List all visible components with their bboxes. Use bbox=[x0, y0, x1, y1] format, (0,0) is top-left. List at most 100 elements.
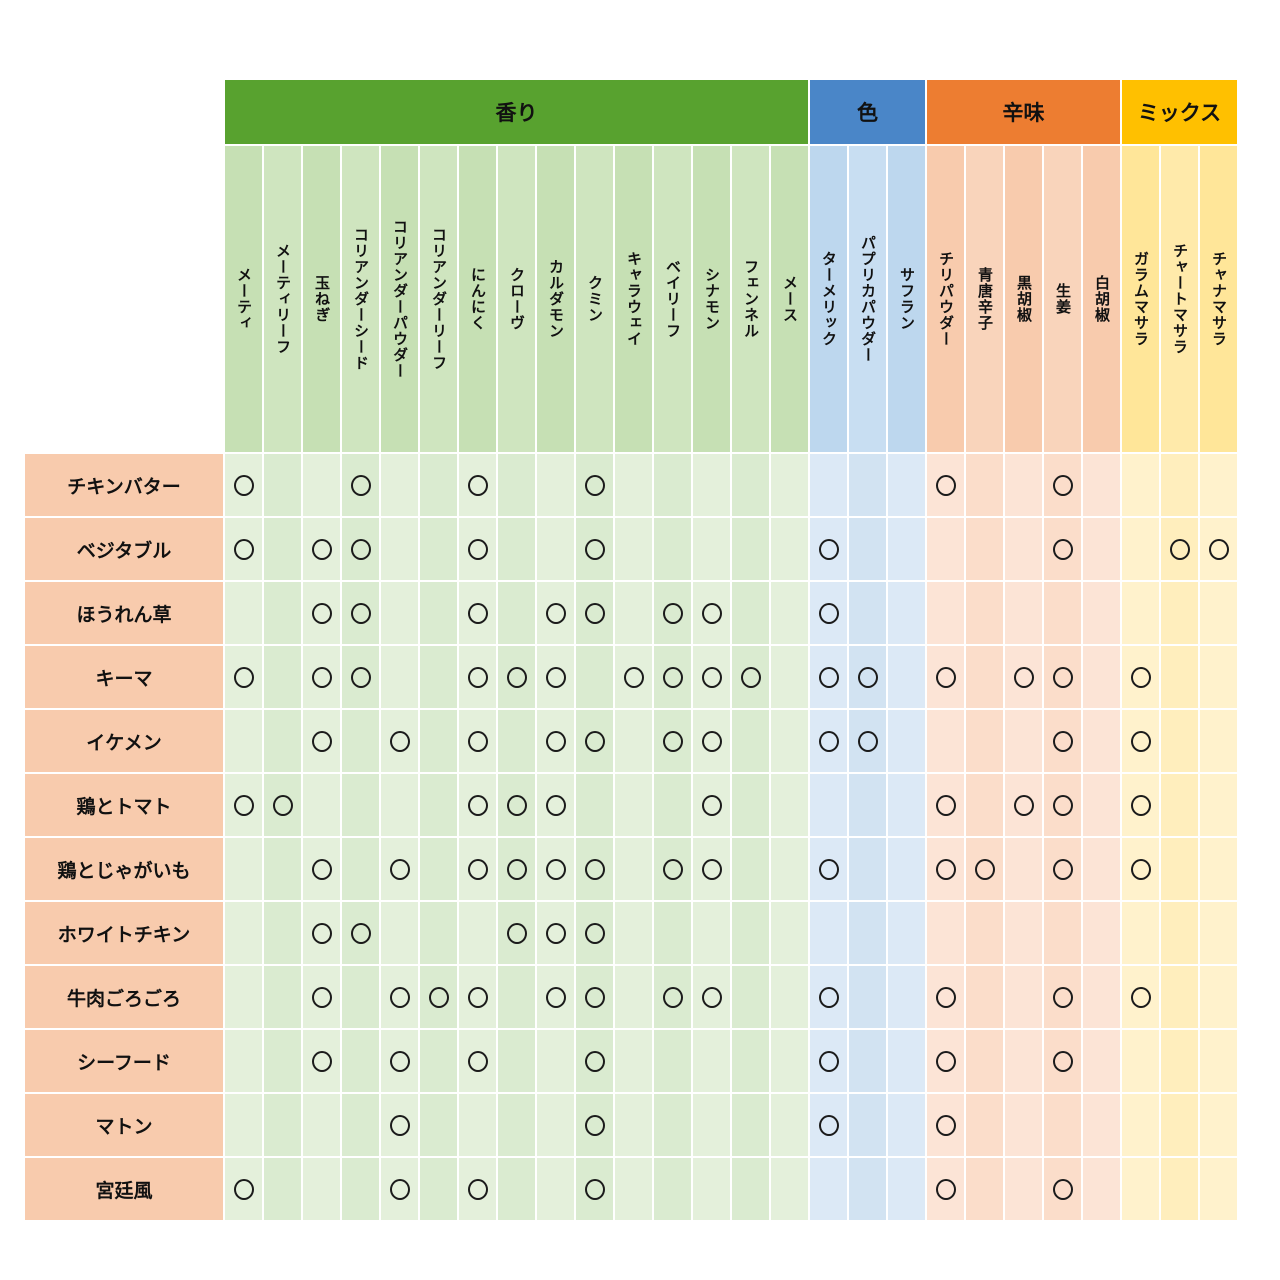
matrix-cell bbox=[1044, 1158, 1081, 1220]
matrix-cell bbox=[537, 454, 574, 516]
matrix-cell bbox=[1200, 1094, 1237, 1156]
matrix-cell bbox=[303, 1030, 340, 1092]
column-label: メース bbox=[771, 146, 808, 452]
matrix-cell bbox=[1122, 966, 1159, 1028]
matrix-cell bbox=[420, 646, 457, 708]
matrix-cell bbox=[225, 518, 262, 580]
matrix-cell bbox=[498, 710, 535, 772]
matrix-cell bbox=[771, 582, 808, 644]
matrix-cell bbox=[303, 582, 340, 644]
matrix-cell bbox=[849, 454, 886, 516]
matrix-cell bbox=[654, 902, 691, 964]
mark-circle bbox=[1130, 986, 1151, 1008]
matrix-cell bbox=[381, 774, 418, 836]
matrix-cell bbox=[1161, 1158, 1198, 1220]
matrix-cell bbox=[1005, 838, 1042, 900]
matrix-cell bbox=[771, 710, 808, 772]
matrix-cell bbox=[1200, 518, 1237, 580]
mark-circle bbox=[935, 858, 956, 880]
matrix-cell bbox=[771, 966, 808, 1028]
mark-circle bbox=[1169, 538, 1190, 560]
matrix-cell bbox=[810, 710, 847, 772]
matrix-cell bbox=[537, 646, 574, 708]
matrix-cell bbox=[927, 966, 964, 1028]
mark-circle bbox=[1130, 666, 1151, 688]
matrix-cell bbox=[420, 1158, 457, 1220]
matrix-cell bbox=[1200, 710, 1237, 772]
row-label: チキンバター bbox=[25, 454, 223, 516]
matrix-cell bbox=[459, 1158, 496, 1220]
mark-circle bbox=[584, 1114, 605, 1136]
matrix-cell bbox=[342, 1030, 379, 1092]
column-label: 玉ねぎ bbox=[303, 146, 340, 452]
matrix-cell bbox=[693, 774, 730, 836]
mark-circle bbox=[272, 794, 293, 816]
matrix-cell bbox=[615, 902, 652, 964]
matrix-cell bbox=[1005, 582, 1042, 644]
mark-circle bbox=[935, 986, 956, 1008]
matrix-cell bbox=[849, 966, 886, 1028]
mark-circle bbox=[857, 730, 878, 752]
mark-circle bbox=[1052, 474, 1073, 496]
matrix-cell bbox=[303, 774, 340, 836]
matrix-cell bbox=[264, 646, 301, 708]
matrix-cell bbox=[1044, 646, 1081, 708]
mark-circle bbox=[233, 666, 254, 688]
matrix-cell bbox=[732, 838, 769, 900]
matrix-cell bbox=[1005, 966, 1042, 1028]
matrix-cell bbox=[810, 518, 847, 580]
matrix-cell bbox=[498, 902, 535, 964]
mark-circle bbox=[233, 474, 254, 496]
matrix-cell bbox=[771, 454, 808, 516]
mark-circle bbox=[701, 858, 722, 880]
matrix-cell bbox=[1044, 1094, 1081, 1156]
matrix-cell bbox=[615, 454, 652, 516]
mark-circle bbox=[662, 602, 683, 624]
matrix-cell bbox=[1044, 710, 1081, 772]
matrix-cell bbox=[420, 454, 457, 516]
matrix-cell bbox=[381, 966, 418, 1028]
matrix-cell bbox=[849, 774, 886, 836]
matrix-cell bbox=[459, 582, 496, 644]
mark-circle bbox=[467, 1178, 488, 1200]
mark-circle bbox=[1208, 538, 1229, 560]
column-label: にんにく bbox=[459, 146, 496, 452]
matrix-cell bbox=[342, 838, 379, 900]
mark-circle bbox=[818, 1114, 839, 1136]
matrix-cell bbox=[459, 838, 496, 900]
matrix-cell bbox=[615, 710, 652, 772]
matrix-cell bbox=[420, 1030, 457, 1092]
matrix-cell bbox=[303, 646, 340, 708]
mark-circle bbox=[350, 474, 371, 496]
matrix-cell bbox=[1005, 454, 1042, 516]
matrix-cell bbox=[1200, 774, 1237, 836]
mark-circle bbox=[545, 666, 566, 688]
matrix-cell bbox=[537, 1094, 574, 1156]
matrix-cell bbox=[225, 1094, 262, 1156]
matrix-cell bbox=[303, 838, 340, 900]
matrix-cell bbox=[966, 774, 1003, 836]
matrix-cell bbox=[810, 1158, 847, 1220]
row-label: 牛肉ごろごろ bbox=[25, 966, 223, 1028]
matrix-cell bbox=[576, 646, 613, 708]
matrix-cell bbox=[498, 646, 535, 708]
matrix-cell bbox=[771, 838, 808, 900]
matrix-cell bbox=[1044, 582, 1081, 644]
matrix-cell bbox=[927, 774, 964, 836]
matrix-cell bbox=[342, 902, 379, 964]
mark-circle bbox=[1052, 858, 1073, 880]
row-label: 鶏とじゃがいも bbox=[25, 838, 223, 900]
mark-circle bbox=[1052, 794, 1073, 816]
mark-circle bbox=[311, 986, 332, 1008]
matrix-cell bbox=[1161, 902, 1198, 964]
matrix-cell bbox=[537, 1030, 574, 1092]
mark-circle bbox=[701, 986, 722, 1008]
column-label: コリアンダーリーフ bbox=[420, 146, 457, 452]
matrix-cell bbox=[927, 518, 964, 580]
column-label: コリアンダーシード bbox=[342, 146, 379, 452]
mark-circle bbox=[662, 986, 683, 1008]
mark-circle bbox=[545, 858, 566, 880]
matrix-cell bbox=[654, 1030, 691, 1092]
matrix-cell bbox=[381, 710, 418, 772]
